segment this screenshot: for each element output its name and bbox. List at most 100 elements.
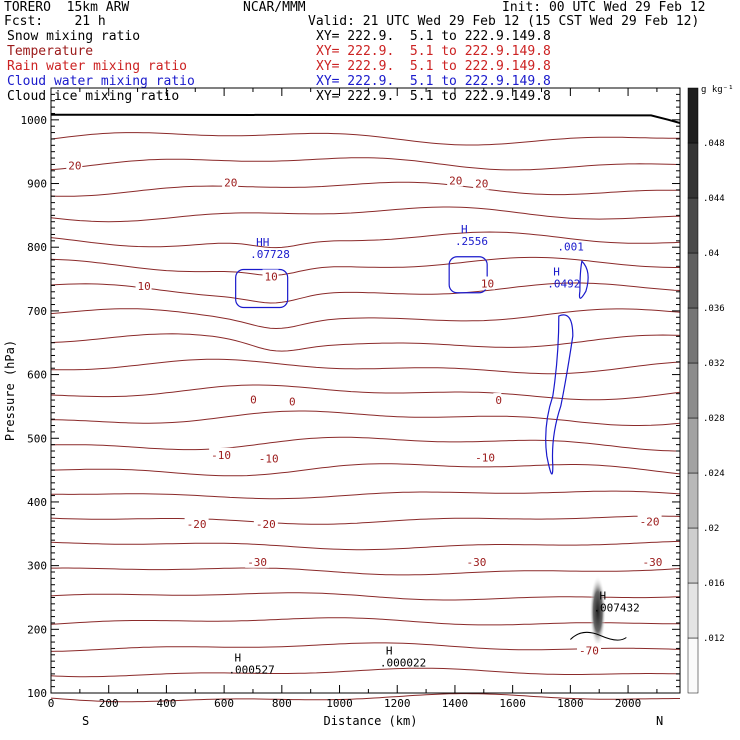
isotherm-line [50,206,681,223]
field-temperature: Temperature [7,44,94,59]
field-cloud-ice: Cloud ice mixing ratio [7,89,180,104]
y-tick-label: 200 [27,623,47,636]
maximum-value-label: .0492 [547,277,580,290]
y-axis-label: Pressure (hPa) [3,340,17,441]
field-rain-xy: XY= 222.9. 5.1 to 222.9.149.8 [316,59,551,74]
forecast-hour: Fcst: 21 h [4,14,106,29]
cloud-water-contour [448,256,488,294]
x-end-label-left: S [82,714,89,728]
temperature-contour-label: 10 [481,278,494,291]
x-tick-label: 200 [99,697,119,710]
cloud-water-contour [578,260,589,299]
model-title: TORERO 15km ARW [4,0,130,15]
colorbar-segment [687,637,699,694]
x-axis-label: Distance (km) [324,714,418,728]
temperature-contour-label: -30 [642,556,662,569]
temperature-contour-label: -20 [187,518,207,531]
colorbar-segment [687,142,699,199]
colorbar-segment [687,472,699,529]
isotherm-line [50,132,680,146]
contour-label-bg [248,392,257,406]
contour-label-bg [222,175,239,189]
cloud-ice-shade [589,575,606,648]
temperature-contour-label: -10 [211,449,231,462]
maximum-marker: H [386,644,393,657]
y-tick-label: 500 [27,432,47,445]
temperature-contour-label: -30 [247,556,267,569]
center-title: NCAR/MMM [243,0,306,15]
y-tick-label: 400 [27,496,47,509]
cloud-water-contour [235,268,289,309]
contour-label-bg [253,517,278,531]
x-tick-label: 2000 [615,697,642,710]
maximum-value-label: .000527 [228,663,274,676]
contour-label-bg [287,394,296,408]
maximum-value-label: .001 [557,240,584,253]
isotherm-line [50,358,681,375]
y-tick-label: 900 [27,178,47,191]
y-tick-label: 300 [27,560,47,573]
isotherm-line [50,333,681,352]
maximum-marker: HH [256,236,269,249]
y-tick-label: 600 [27,369,47,382]
cloud-ice-shading [570,575,627,648]
isotherm-line [50,157,681,171]
contour-label-bg [245,554,270,568]
colorbar-segment [687,197,699,254]
maximum-value-label: .07728 [250,248,290,261]
y-tick-label: 700 [27,305,47,318]
isotherm-line [50,540,681,551]
colorbar-tick-label: .016 [703,579,725,589]
isotherm-line [50,490,681,500]
isotherm-line [50,592,681,601]
isotherm-line [50,667,681,678]
field-temperature-xy: XY= 222.9. 5.1 to 222.9.149.8 [316,44,551,59]
colorbar-tick-label: .024 [703,469,725,479]
maximum-marker: H [461,223,468,236]
surface-line [50,113,681,124]
colorbar-tick-label: .032 [703,359,725,369]
init-time: Init: 00 UTC Wed 29 Feb 12 [502,0,706,15]
isotherm-line [50,282,681,304]
isotherm-line [50,384,681,401]
temperature-contour-label: 0 [495,394,502,407]
contour-label-bg [493,393,502,407]
isotherm-line [50,642,681,652]
maximum-value-label: .000022 [380,656,426,669]
field-cloud-ice-xy: XY= 222.9. 5.1 to 222.9.149.8 [316,89,551,104]
colorbar-segment [687,362,699,419]
contour-label-bg [473,450,498,464]
contour-labels: -70 -30 -30 -30 -20 -20 -20 -10 -10 -10 0 0 0 10 10 10 2… [66,158,665,676]
contour-label-bg [464,554,489,568]
y-tick-label: 100 [27,687,47,700]
x-tick-label: 0 [48,697,55,710]
x-tick-label: 400 [156,697,176,710]
cloud-water-contour [545,314,574,475]
colorbar-segment [687,307,699,364]
colorbar-segment [687,582,699,639]
contour-label-bg [184,517,209,531]
x-tick-label: 1600 [499,697,526,710]
maximum-value-label: .007432 [593,602,639,615]
x-tick-label: 800 [272,697,292,710]
isotherm-line [50,515,681,525]
maximum-marker: H [234,651,241,664]
x-tick-label: 1400 [442,697,469,710]
contour-label-bg [262,269,279,283]
x-tick-label: 600 [214,697,234,710]
temperature-contour-label: -20 [256,518,276,531]
field-cloud-water: Cloud water mixing ratio [7,74,195,89]
isotherm-line [51,567,681,576]
temperature-contour-label: -70 [579,644,599,657]
temperature-contour-label: -20 [640,516,660,529]
contour-label-bg [209,447,234,461]
colorbar-tick-label: .048 [703,139,725,149]
y-tick-label: 800 [27,241,47,254]
colorbar: .012 .016 .02 .024 .028 .032 .036 .04 .044 .048 g … [687,85,734,694]
x-tick-label: 1200 [384,697,411,710]
isotherm-line [50,617,680,626]
isotherm-line [50,231,681,249]
valid-time: Valid: 21 UTC Wed 29 Feb 12 (15 CST Wed … [308,14,700,29]
contour-label-bg [577,643,602,657]
